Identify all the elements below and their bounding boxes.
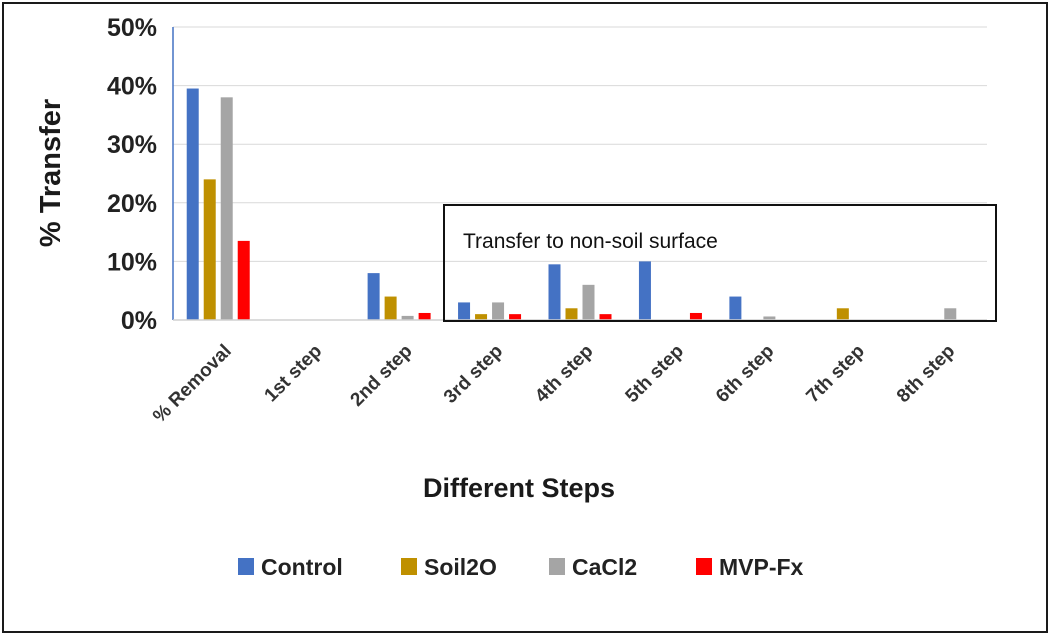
y-tick-label: 40% [107,73,157,101]
bar-cacl2 [220,97,233,320]
legend-label-soil2o: Soil2O [424,554,497,580]
x-tick-label: 1st step [261,341,327,407]
x-tick-label: 6th step [712,341,778,407]
bar-control [458,302,471,320]
legend-swatch-soil2o [401,558,417,575]
x-tick-label: % Removal [149,341,236,428]
annotation-box [443,204,997,322]
gridlines [173,26,987,262]
legend-swatch-control [238,558,254,575]
y-tick-label: 30% [107,131,157,159]
y-tick-labels: 0% 10% 20% 30% 40% 50% [107,14,157,335]
bar-control [638,261,651,320]
bar-soil2o [565,308,578,320]
bars [186,88,957,320]
legend-label-control: Control [261,554,343,580]
legend-label-mvp-fx: MVP-Fx [719,554,804,580]
bar-cacl2 [401,315,414,320]
x-tick-labels: % Removal 1st step 2nd step 3rd step 4th ste… [149,341,959,428]
x-tick-label: 4th step [531,341,597,407]
legend-swatch-cacl2 [549,558,565,575]
x-tick-label: 2nd step [347,341,417,411]
bar-control [186,88,199,320]
x-tick-label: 5th step [622,341,688,407]
legend-label-cacl2: CaCl2 [572,554,637,580]
bar-mvp-fx [509,314,522,320]
y-tick-label: 10% [107,248,157,276]
legend: Control Soil2O CaCl2 MVP-Fx [238,554,804,580]
x-tick-label: 8th step [893,341,959,407]
bar-soil2o [836,308,849,320]
bar-cacl2 [492,302,505,320]
annotation-text: Transfer to non-soil surface [463,230,718,253]
bar-mvp-fx [689,312,702,320]
bar-cacl2 [944,308,957,320]
y-tick-label: 0% [121,307,157,335]
bar-cacl2 [582,284,595,320]
y-axis-title: % Transfer [35,99,67,247]
bar-control [367,273,380,320]
bar-soil2o [384,296,397,320]
bar-mvp-fx [237,240,250,320]
y-tick-label: 20% [107,190,157,218]
bar-mvp-fx [418,312,431,320]
y-tick-label: 50% [107,14,157,42]
x-axis-title: Different Steps [423,473,615,503]
bar-control [548,264,561,320]
bar-soil2o [475,314,488,320]
bar-soil2o [203,179,216,320]
bar-control [729,296,742,320]
x-tick-label: 3rd step [440,341,507,408]
legend-swatch-mvp-fx [696,558,712,575]
x-tick-label: 7th step [803,341,869,407]
bar-mvp-fx [599,314,612,320]
bar-cacl2 [763,316,776,320]
